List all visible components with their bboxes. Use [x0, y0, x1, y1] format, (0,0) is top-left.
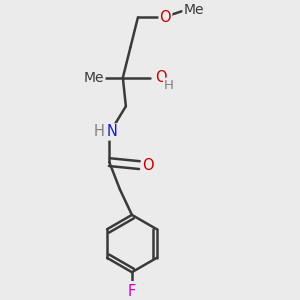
Text: Me: Me — [184, 3, 204, 17]
Text: O: O — [160, 10, 171, 25]
Text: H: H — [93, 124, 104, 140]
Text: O: O — [155, 70, 167, 85]
Text: N: N — [107, 124, 118, 140]
Text: Me: Me — [84, 70, 104, 85]
Text: H: H — [164, 79, 174, 92]
Text: F: F — [128, 284, 136, 299]
Text: O: O — [142, 158, 154, 172]
